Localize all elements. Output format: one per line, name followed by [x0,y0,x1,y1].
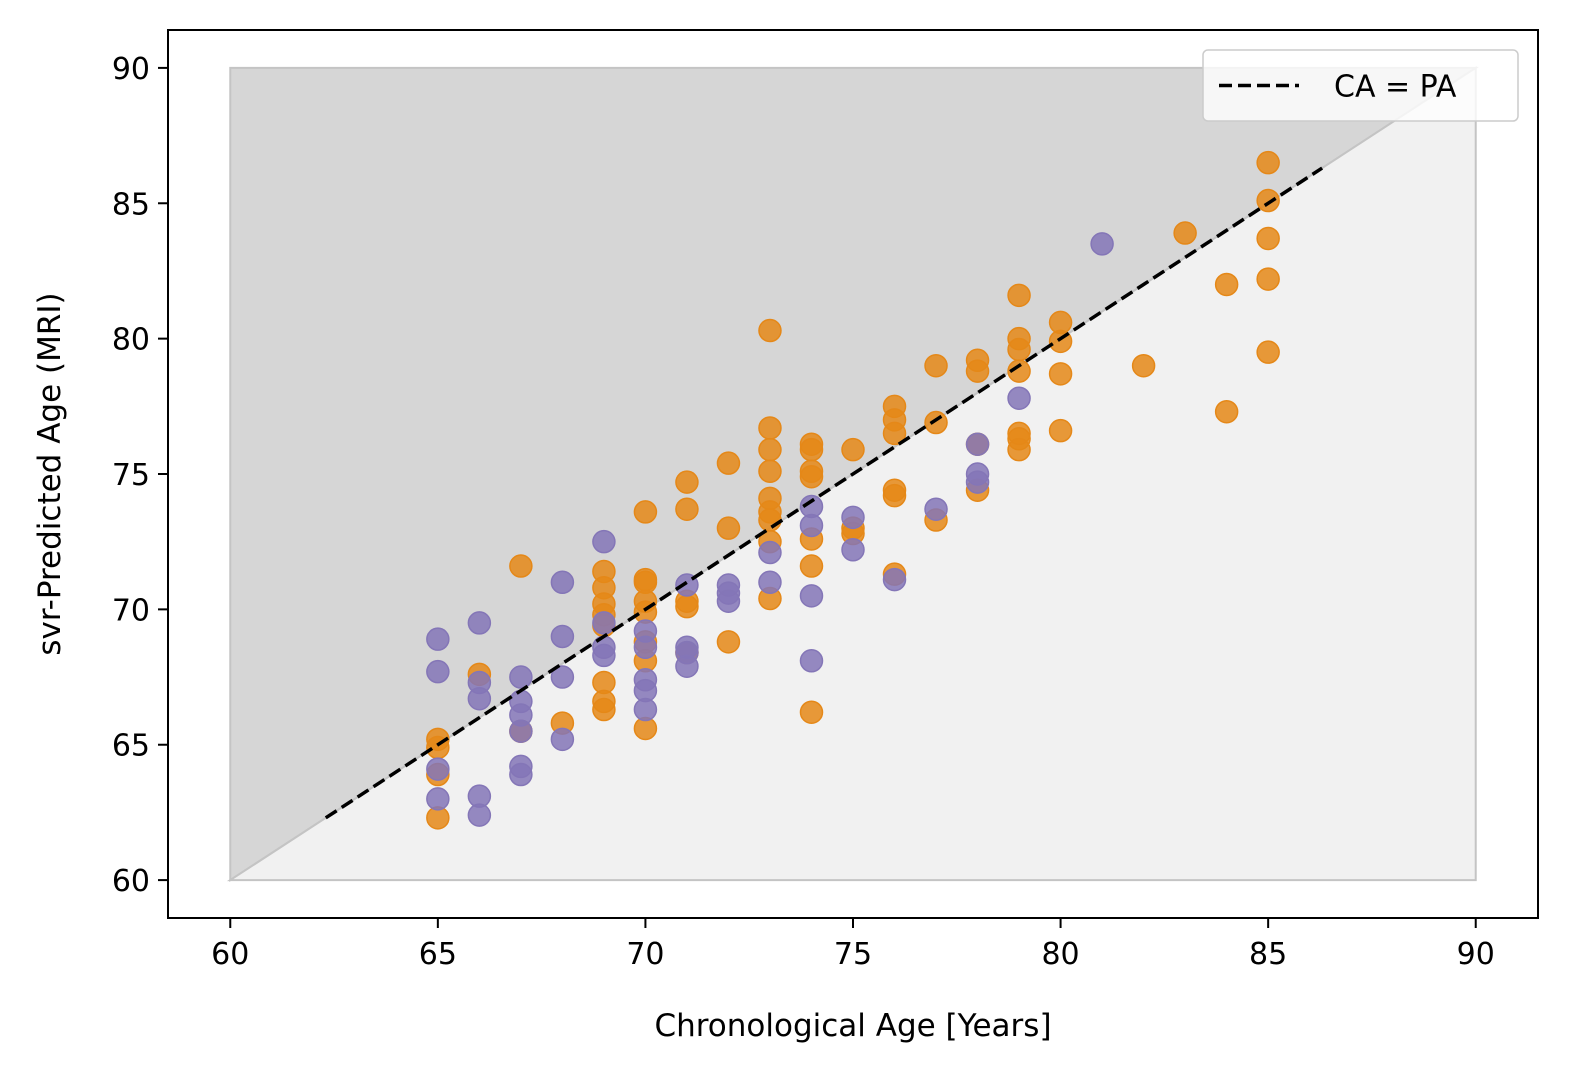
point-group-purple [592,643,616,668]
point-group-purple [633,635,658,660]
x-tick-label: 75 [834,937,872,972]
point-group-orange [1256,340,1280,364]
point-group-orange [716,516,741,540]
y-tick-label: 80 [112,323,150,358]
y-tick-label: 70 [112,593,150,628]
x-tick-label: 70 [626,937,664,972]
point-group-purple [426,659,450,684]
point-group-orange [633,500,658,524]
x-tick-label: 80 [1041,937,1079,972]
y-tick-label: 65 [112,729,150,764]
point-group-purple [882,567,907,592]
point-group-orange [799,437,824,462]
point-group-purple [509,665,533,689]
legend-label: CA = PA [1334,70,1457,105]
reference-line-ca-pa [324,166,1324,820]
point-group-orange [1173,221,1197,245]
point-group-orange [965,359,990,383]
point-group-orange [799,700,824,724]
point-group-purple [924,497,948,521]
point-group-orange [675,497,699,521]
point-group-orange [924,353,948,378]
point-group-purple [426,757,450,781]
point-group-orange [841,437,865,462]
point-group-orange [1007,437,1031,462]
point-group-purple [426,787,450,811]
x-tick-label: 85 [1249,937,1287,972]
point-group-orange [509,554,533,578]
x-tick-label: 90 [1457,937,1495,972]
point-group-orange [758,318,782,343]
legend-box [1202,49,1519,122]
point-group-orange [716,451,741,475]
x-axis-label: Chronological Age [Years] [654,1008,1051,1044]
point-group-purple [799,649,824,673]
x-tick-label: 65 [419,937,457,972]
y-axis-ticks: 60 65 70 75 80 85 90 [112,52,168,899]
point-group-purple [799,584,824,608]
point-group-orange [758,508,782,532]
point-group-purple [799,513,824,538]
point-group-orange [716,630,741,654]
point-group-orange [1048,418,1073,443]
point-group-purple [592,611,616,635]
point-group-orange [758,437,782,462]
point-group-orange [882,421,907,446]
point-group-orange [1256,226,1280,251]
legend: CA = PA [1202,49,1519,122]
point-group-purple [965,432,990,456]
point-group-orange [675,470,699,494]
point-group-purple [1007,386,1031,410]
point-group-orange [1131,353,1156,378]
point-group-purple [550,624,575,649]
point-group-orange [882,483,907,508]
point-group-orange [1256,188,1280,213]
point-group-purple [841,505,865,530]
point-group-purple [550,727,575,752]
point-group-orange [592,697,616,722]
point-group-purple [509,719,533,743]
point-group-purple [716,589,741,613]
point-group-purple [965,470,990,494]
point-group-orange [675,594,699,619]
x-tick-label: 60 [211,937,249,972]
point-group-orange [758,459,782,484]
point-group-purple [550,570,575,595]
point-group-purple [509,762,533,787]
point-group-orange [758,416,782,440]
y-tick-label: 60 [112,864,150,899]
point-group-purple [675,654,699,678]
point-group-purple [758,540,782,565]
point-group-orange [1256,267,1280,291]
point-group-purple [467,803,492,827]
point-group-orange [799,464,824,489]
y-axis-label: svr-Predicted Age (MRI) [32,292,68,655]
y-tick-label: 75 [112,458,150,493]
reference-line-group [324,166,1324,820]
point-group-orange [799,554,824,578]
point-group-purple [1090,232,1114,256]
point-group-orange [1007,283,1031,308]
point-group-purple [426,627,450,651]
point-group-purple [550,665,575,689]
x-axis-ticks: 60 65 70 75 80 85 90 [211,918,1495,972]
point-group-orange [924,410,948,435]
point-group-purple [592,529,616,554]
point-group-orange [1007,337,1031,362]
point-group-purple [467,611,492,635]
y-tick-label: 85 [112,187,150,222]
point-group-orange [1214,399,1239,424]
point-group-orange [1256,150,1280,175]
point-group-orange [1048,362,1073,386]
point-group-orange [1214,272,1239,297]
point-group-purple [467,686,492,711]
y-tick-label: 90 [112,52,150,87]
point-group-purple [758,570,782,595]
point-group-orange [1007,359,1031,383]
data-points [426,150,1280,830]
point-group-purple [841,538,865,562]
point-group-purple [633,697,658,722]
